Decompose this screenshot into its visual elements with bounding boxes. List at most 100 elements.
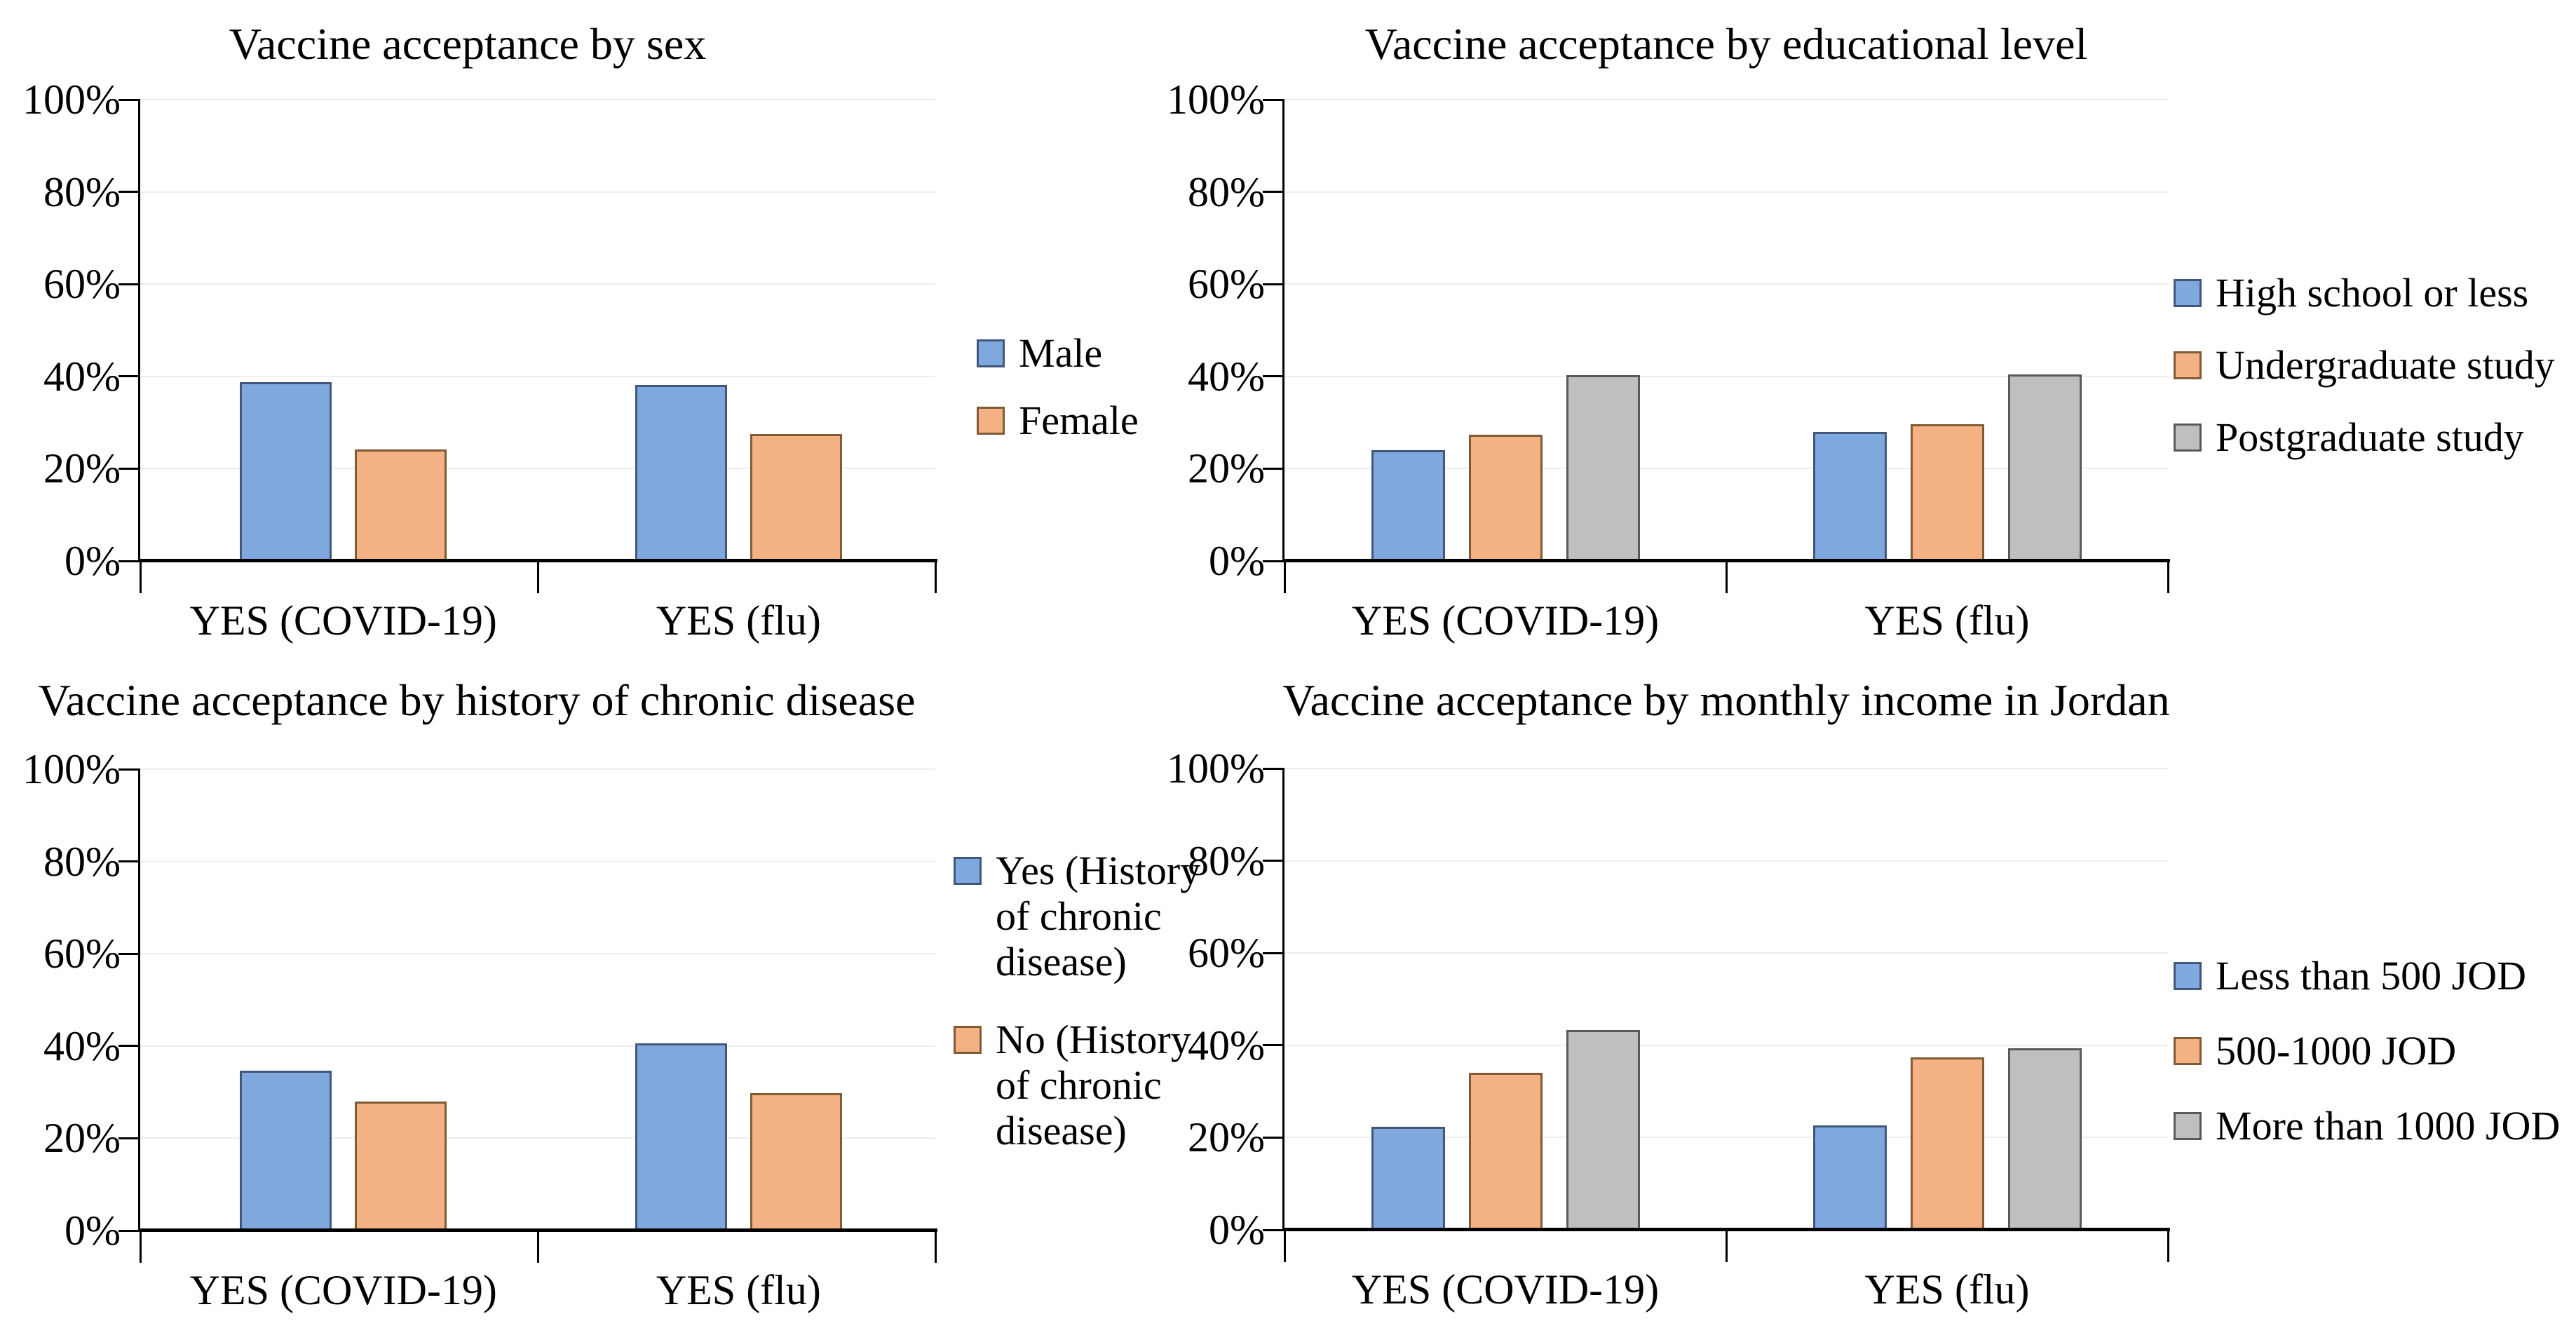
y-axis-line — [138, 100, 140, 561]
y-axis-tick — [1263, 767, 1284, 770]
plot-area: 0% 20% 40% 60% 80% 100% YES (COVID-19) YES (flu… — [1167, 746, 2170, 1313]
gridline-20 — [140, 1137, 935, 1139]
x-axis-category-label: YES (flu) — [656, 1267, 821, 1313]
y-axis-line — [138, 769, 140, 1231]
gridline-80 — [1284, 191, 2168, 193]
y-axis-tick — [118, 1229, 140, 1232]
gridline-60 — [1284, 283, 2168, 285]
y-axis-line — [1282, 768, 1284, 1230]
legend-swatch-orange — [977, 407, 1005, 435]
x-axis-category-label: YES (COVID-19) — [1351, 597, 1660, 644]
y-axis-tick — [118, 952, 140, 955]
y-axis-tick-label: 80% — [43, 168, 121, 215]
legend-label: Undergraduate study — [2216, 341, 2555, 388]
bar-male-yes-covid-19 — [240, 382, 332, 561]
y-axis-tick-label: 20% — [43, 1115, 121, 1162]
y-axis-tick — [118, 98, 140, 101]
y-axis-tick-label: 40% — [1188, 353, 1265, 400]
x-axis-line — [1282, 559, 2170, 562]
legend-swatch-blue — [2174, 962, 2202, 991]
legend-item-male: Male — [977, 330, 1139, 377]
y-axis-tick-label: 80% — [43, 838, 121, 885]
gridline-20 — [1284, 468, 2168, 470]
y-axis-tick — [118, 560, 140, 562]
x-axis-tick — [934, 561, 937, 593]
y-axis-tick — [1263, 467, 1284, 470]
legend-swatch-orange — [2174, 1037, 2202, 1066]
y-axis-tick — [118, 375, 140, 378]
y-axis-tick-label: 60% — [43, 261, 121, 308]
legend-label: 500-1000 JOD — [2216, 1027, 2457, 1073]
legend: High school or less Undergraduate study Po… — [2174, 270, 2555, 461]
gridline-100 — [1284, 768, 2168, 769]
legend-item-yes-history-of-chronic-disease: Yes (History of chronic disease) — [954, 848, 1227, 985]
x-axis-tick — [934, 1231, 937, 1263]
legend-item-undergraduate-study: Undergraduate study — [2174, 341, 2555, 388]
legend-label: Yes (History of chronic disease) — [996, 848, 1201, 984]
bar-high-school-or-less-yes-covid-19 — [1371, 450, 1445, 561]
y-axis-tick-label: 40% — [43, 1022, 121, 1069]
chart-title: Vaccine acceptance by sex — [229, 19, 707, 69]
x-axis-tick — [1725, 1230, 1728, 1262]
y-axis-tick-label: 60% — [1188, 930, 1265, 977]
legend: Less than 500 JOD 500-1000 JOD More than 1… — [2174, 953, 2561, 1149]
bar-500-1000-jod-yes-covid-19 — [1468, 1072, 1543, 1230]
y-axis-tick-label: 20% — [1188, 1114, 1265, 1161]
x-axis-line — [1282, 1228, 2170, 1231]
legend-swatch-blue — [954, 857, 982, 885]
plot-area: 0% 20% 40% 60% 80% 100% YES (COVID-19) YES (flu… — [22, 77, 937, 644]
legend-label: Male — [1019, 330, 1103, 376]
y-axis-tick — [1263, 1044, 1284, 1047]
y-axis-tick-label: 0% — [65, 1207, 121, 1254]
y-axis-tick-label: 60% — [1188, 261, 1265, 308]
gridline-20 — [1284, 1137, 2168, 1139]
gridline-100 — [140, 768, 935, 770]
chart-title: Vaccine acceptance by monthly income in … — [1282, 675, 2170, 725]
legend-item-more-than-1000-jod: More than 1000 JOD — [2174, 1102, 2561, 1149]
bar-undergraduate-study-yes-covid-19 — [1468, 435, 1543, 561]
y-axis-tick-label: 0% — [1209, 538, 1265, 584]
y-axis-tick — [118, 467, 140, 470]
gridline-20 — [140, 468, 935, 470]
y-axis-tick — [1263, 1136, 1284, 1139]
gridline-60 — [140, 283, 935, 285]
y-axis-tick-label: 20% — [43, 445, 121, 492]
legend-label: Female — [1019, 397, 1139, 443]
chart-title: Vaccine acceptance by educational level — [1364, 19, 2088, 69]
y-axis-tick — [1263, 98, 1284, 101]
y-axis-line — [1282, 100, 1284, 561]
x-axis-tick — [536, 1231, 539, 1263]
legend-swatch-orange — [954, 1025, 982, 1054]
x-axis-tick — [2167, 561, 2169, 593]
y-axis-tick — [118, 768, 140, 771]
y-axis-tick-label: 20% — [1188, 445, 1265, 492]
legend-label: Less than 500 JOD — [2216, 953, 2527, 998]
y-axis-tick-label: 60% — [43, 930, 121, 977]
legend-label: More than 1000 JOD — [2216, 1102, 2561, 1149]
y-axis-tick — [118, 191, 140, 194]
x-axis-category-label: YES (flu) — [656, 597, 821, 644]
x-axis-line — [138, 559, 937, 562]
bar-less-than-500-jod-yes-flu — [1812, 1125, 1887, 1230]
legend-label: High school or less — [2216, 270, 2529, 316]
x-axis-line — [138, 1228, 937, 1232]
gridline-100 — [140, 99, 935, 100]
y-axis-tick-label: 40% — [1188, 1022, 1265, 1069]
legend-label: No (History of chronic disease) — [996, 1016, 1191, 1153]
chart-title: Vaccine acceptance by history of chronic… — [38, 675, 916, 725]
x-axis-tick — [1725, 561, 1728, 593]
gridline-100 — [1284, 99, 2168, 100]
bar-yes-history-of-chronic-disease-yes-flu — [635, 1043, 727, 1231]
legend-item-high-school-or-less: High school or less — [2174, 270, 2555, 316]
y-axis-tick — [1263, 1228, 1284, 1231]
y-axis-tick-label: 0% — [65, 538, 121, 584]
y-axis-tick-label: 100% — [1167, 76, 1265, 123]
y-axis-tick — [118, 860, 140, 863]
legend-item-female: Female — [977, 398, 1139, 444]
bar-female-yes-flu — [750, 434, 842, 561]
bar-yes-history-of-chronic-disease-yes-covid-19 — [240, 1071, 332, 1231]
x-axis-tick — [2167, 1230, 2169, 1262]
bar-no-history-of-chronic-disease-yes-flu — [750, 1092, 842, 1231]
legend: Yes (History of chronic disease) No (Hist… — [954, 848, 1227, 1154]
